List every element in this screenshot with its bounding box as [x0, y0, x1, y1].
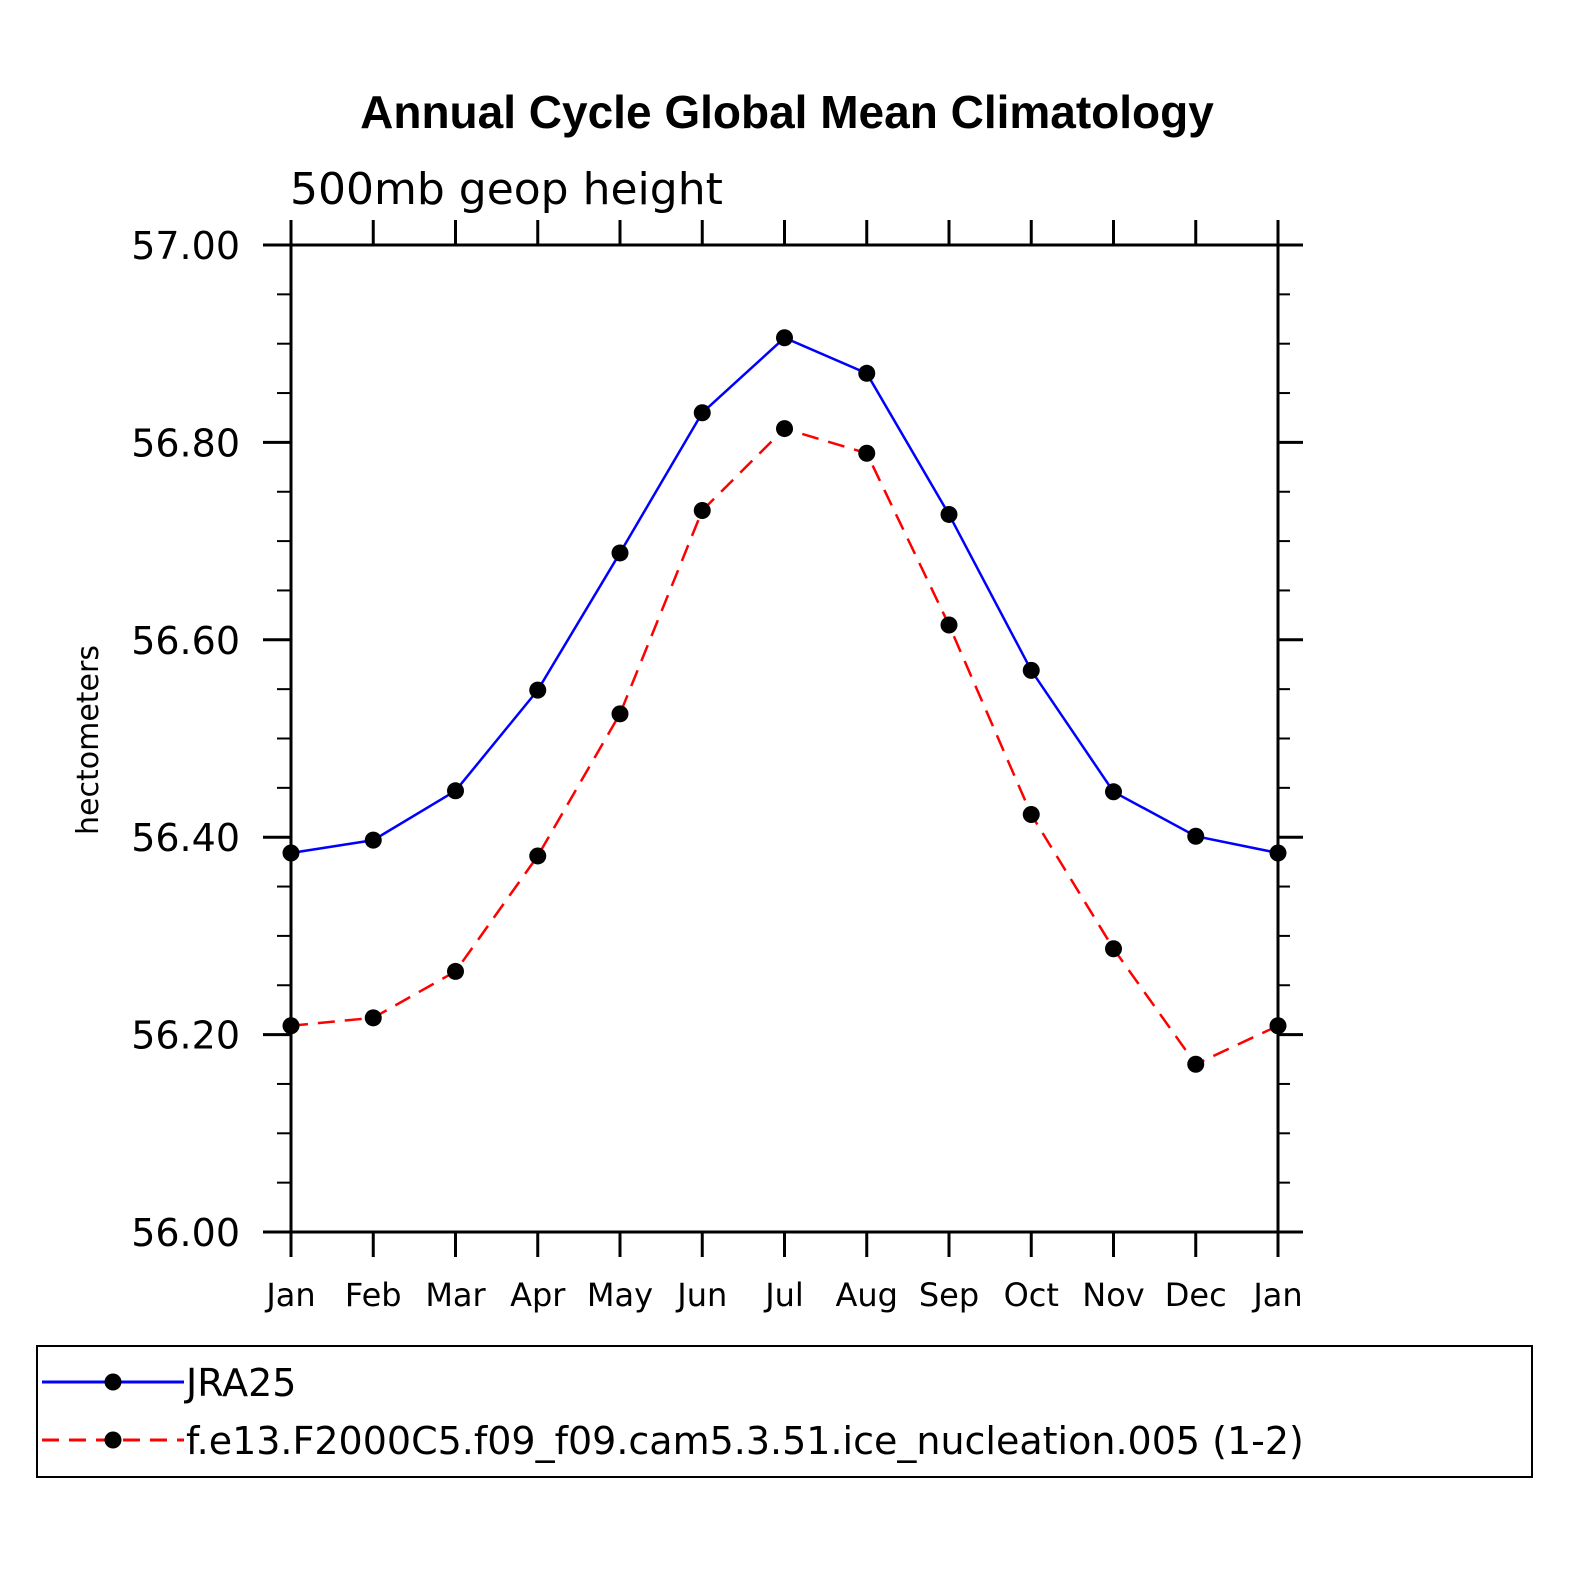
data-point-0-8: [940, 505, 958, 523]
data-point-0-9: [1022, 661, 1040, 679]
x-tick-label: Jul: [763, 1276, 804, 1314]
data-point-0-3: [529, 681, 547, 699]
y-tick-label: 56.40: [131, 816, 240, 860]
plot-frame: [289, 243, 1280, 1234]
y-axis-ticks: 56.00 56.20 56.40 56.60 56.80 57.00: [131, 224, 1303, 1255]
data-point-1-2: [447, 962, 464, 980]
y-tick-label: 56.00: [131, 1211, 240, 1255]
chart-title: Annual Cycle Global Mean Climatology: [360, 86, 1214, 138]
legend-label-model: f.e13.F2000C5.f09_f09.cam5.3.51.ice_nucl…: [186, 1419, 1304, 1463]
data-point-1-4: [611, 705, 629, 723]
x-tick-label: Jun: [675, 1276, 727, 1314]
x-tick-label: Nov: [1082, 1276, 1144, 1314]
y-tick-label: 56.20: [131, 1014, 240, 1058]
data-point-0-2: [447, 782, 464, 800]
y-tick-label: 57.00: [131, 224, 240, 268]
data-point-1-10: [1105, 940, 1122, 958]
data-point-1-11: [1187, 1055, 1205, 1073]
data-point-0-7: [858, 364, 876, 382]
legend-marker-model: [104, 1431, 122, 1449]
data-point-1-9: [1022, 805, 1040, 823]
chart-subtitle: 500mb geop height: [290, 164, 723, 215]
data-point-0-11: [1187, 827, 1205, 845]
y-axis-label: hectometers: [71, 645, 106, 835]
x-tick-label: Aug: [836, 1276, 898, 1314]
data-point-1-8: [940, 616, 958, 634]
data-point-0-6: [776, 329, 793, 347]
data-point-0-4: [611, 544, 629, 562]
series-line-1: [290, 427, 1279, 1066]
y-tick-label: 56.60: [131, 619, 240, 663]
x-tick-label: Feb: [345, 1276, 402, 1314]
data-point-0-5: [693, 404, 711, 422]
x-tick-label: Oct: [1004, 1276, 1059, 1314]
legend-box: [36, 1345, 1533, 1478]
x-tick-label: Mar: [425, 1276, 486, 1314]
data-point-1-5: [693, 502, 711, 520]
legend-label-jra25: JRA25: [184, 1361, 296, 1405]
x-tick-label: Dec: [1165, 1276, 1227, 1314]
x-tick-label: May: [587, 1276, 653, 1314]
data-point-1-6: [776, 420, 793, 438]
series-layer: [282, 329, 1287, 1073]
data-point-1-7: [858, 444, 876, 462]
x-tick-label: Sep: [919, 1276, 979, 1314]
legend-marker-jra25: [104, 1373, 122, 1391]
x-tick-label: Jan: [264, 1276, 315, 1314]
data-point-1-1: [364, 1009, 382, 1027]
data-point-0-1: [364, 831, 382, 849]
x-tick-label: Apr: [510, 1276, 566, 1314]
x-tick-label: Jan: [1251, 1276, 1302, 1314]
data-point-0-10: [1105, 783, 1122, 801]
series-line-0: [290, 336, 1279, 855]
legend: JRA25 f.e13.F2000C5.f09_f09.cam5.3.51.ic…: [36, 1345, 1533, 1478]
x-axis-ticks: Jan Feb Mar Apr May Jun Jul Aug Sep Oct Nov Dec Jan: [264, 220, 1303, 1314]
data-point-1-3: [529, 847, 547, 865]
y-tick-label: 56.80: [131, 421, 240, 465]
